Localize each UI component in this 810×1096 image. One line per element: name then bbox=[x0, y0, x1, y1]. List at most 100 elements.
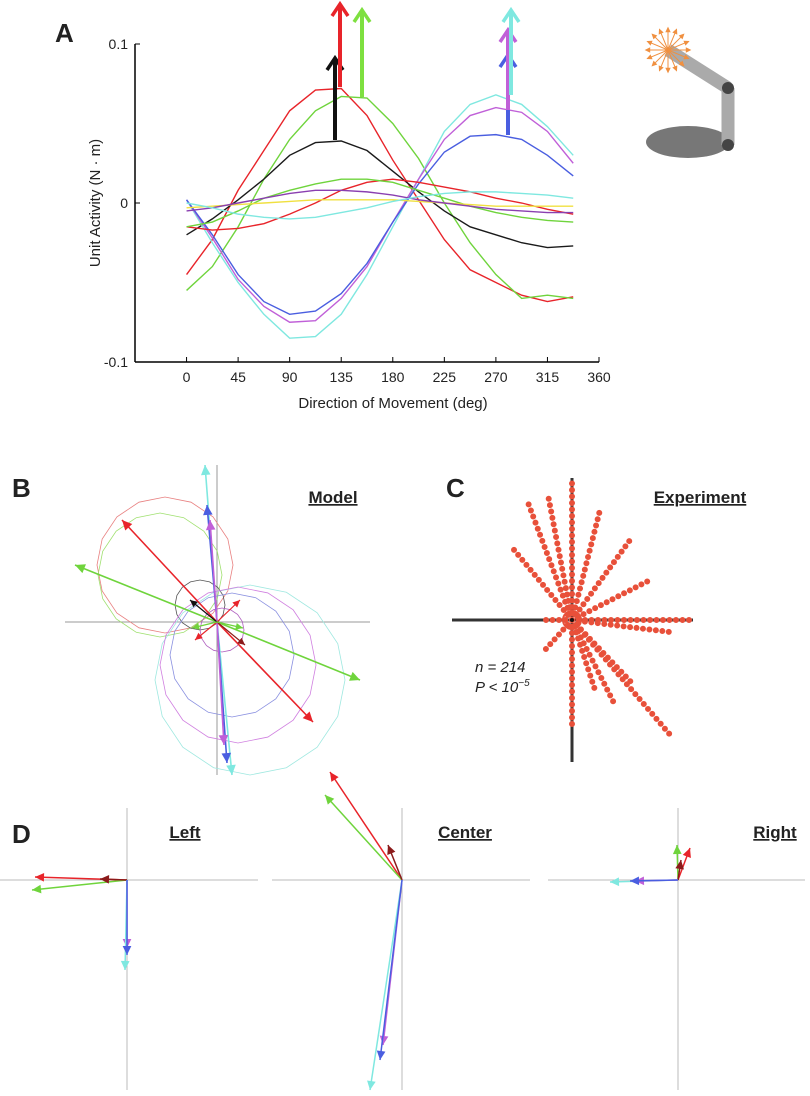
dot-ray bbox=[545, 492, 575, 623]
arrow-shaft bbox=[216, 621, 225, 746]
arrow-head bbox=[35, 872, 45, 882]
dot-ray bbox=[569, 507, 603, 623]
x-tick-label: 0 bbox=[183, 369, 191, 385]
arrow-head bbox=[665, 67, 671, 74]
arrow-head bbox=[665, 26, 671, 33]
arrow-head bbox=[122, 520, 133, 531]
y-tick-label: -0.1 bbox=[104, 354, 128, 370]
tuning-polygon bbox=[154, 584, 346, 776]
panel-subtitle: Right bbox=[753, 823, 797, 842]
arrow-head bbox=[682, 848, 691, 858]
dot-ray bbox=[569, 617, 635, 686]
arrow-head bbox=[218, 734, 229, 745]
arrow-head bbox=[302, 711, 313, 722]
arrow-shaft bbox=[369, 879, 403, 1091]
x-tick-label: 360 bbox=[587, 369, 611, 385]
arrow-head bbox=[644, 47, 651, 53]
data-line bbox=[186, 191, 574, 220]
tuning-polygon bbox=[159, 586, 317, 744]
arrow-head bbox=[226, 764, 236, 775]
arrow-head bbox=[651, 60, 658, 67]
arrow-head bbox=[120, 960, 130, 970]
tuning-arrow-head bbox=[352, 6, 372, 23]
dot-ray bbox=[569, 577, 653, 623]
x-axis-label: Direction of Movement (deg) bbox=[298, 395, 487, 412]
dot-ray bbox=[524, 497, 575, 623]
y-axis-label: Unit Activity (N · m) bbox=[87, 139, 104, 267]
arrow-head bbox=[683, 54, 690, 60]
data-line bbox=[185, 87, 574, 303]
arrow-shaft bbox=[121, 519, 218, 623]
arrow-head bbox=[675, 860, 684, 870]
data-line bbox=[186, 189, 574, 214]
data-line bbox=[186, 178, 574, 228]
arrow-head bbox=[330, 772, 339, 782]
arrow-head bbox=[195, 632, 203, 640]
dot-ray bbox=[569, 537, 633, 623]
posture-plots bbox=[0, 771, 805, 1091]
arrow-head bbox=[685, 47, 692, 53]
arrow-head bbox=[192, 622, 200, 630]
x-tick-label: 225 bbox=[433, 369, 457, 385]
arrow-head bbox=[658, 65, 664, 72]
panel-subtitle: Center bbox=[438, 823, 492, 842]
dot-ray bbox=[569, 617, 618, 708]
arrow-head bbox=[672, 845, 682, 855]
arm-icon bbox=[644, 26, 735, 158]
arrow-head bbox=[32, 884, 42, 894]
arrow-head bbox=[75, 564, 86, 574]
dot-ray bbox=[569, 617, 673, 635]
arrow-head bbox=[232, 600, 240, 608]
center-ring bbox=[562, 610, 582, 630]
arrow-head bbox=[387, 845, 396, 855]
n-label: n = 214 bbox=[475, 659, 525, 676]
center-dot bbox=[570, 618, 574, 622]
panel-label: B bbox=[12, 473, 31, 503]
arrow-head bbox=[221, 752, 232, 763]
arrow-shaft bbox=[324, 794, 403, 881]
x-tick-label: 45 bbox=[230, 369, 246, 385]
arrow-shaft bbox=[216, 621, 314, 723]
panel-label: A bbox=[55, 18, 74, 48]
data-line bbox=[186, 95, 574, 300]
arrow-shaft bbox=[31, 879, 128, 891]
x-tick-label: 135 bbox=[330, 369, 354, 385]
tuning-arrow-head bbox=[501, 6, 521, 23]
dot-ray bbox=[569, 617, 598, 693]
arrow-shaft bbox=[209, 519, 218, 623]
arrow-head bbox=[376, 1050, 386, 1060]
arrow-head bbox=[349, 671, 360, 681]
arrow-shaft bbox=[216, 621, 361, 681]
arrow-shaft bbox=[379, 879, 403, 1061]
arrow-head bbox=[235, 622, 243, 630]
tuning-polygon bbox=[199, 607, 245, 653]
arrow-head bbox=[122, 945, 132, 955]
tuning-arrow-head bbox=[498, 26, 518, 43]
x-tick-label: 90 bbox=[282, 369, 298, 385]
arrow-head bbox=[651, 33, 658, 40]
data-line bbox=[186, 140, 574, 249]
panel-label: D bbox=[12, 819, 31, 849]
data-line bbox=[186, 199, 574, 209]
y-tick-label: 0 bbox=[120, 195, 128, 211]
arrow-head bbox=[610, 877, 620, 887]
x-tick-label: 180 bbox=[381, 369, 405, 385]
arrow-head bbox=[630, 876, 640, 886]
tuning-arrow-head bbox=[330, 0, 350, 17]
dot-ray bbox=[542, 617, 575, 653]
arrow-shaft bbox=[74, 564, 218, 623]
arrow-head bbox=[325, 795, 335, 805]
arrow-head bbox=[200, 465, 211, 476]
arrow-head bbox=[646, 40, 653, 46]
data-line bbox=[185, 133, 574, 316]
arrow-head bbox=[367, 1080, 376, 1090]
panel-label: C bbox=[446, 473, 465, 503]
arrow-head bbox=[678, 33, 685, 40]
arrow-head bbox=[379, 1035, 389, 1045]
arrow-head bbox=[237, 637, 245, 645]
panel-title: Experiment bbox=[654, 488, 747, 507]
model-plot bbox=[65, 464, 370, 776]
arrow-head bbox=[683, 40, 690, 46]
experiment-plot bbox=[452, 475, 693, 762]
